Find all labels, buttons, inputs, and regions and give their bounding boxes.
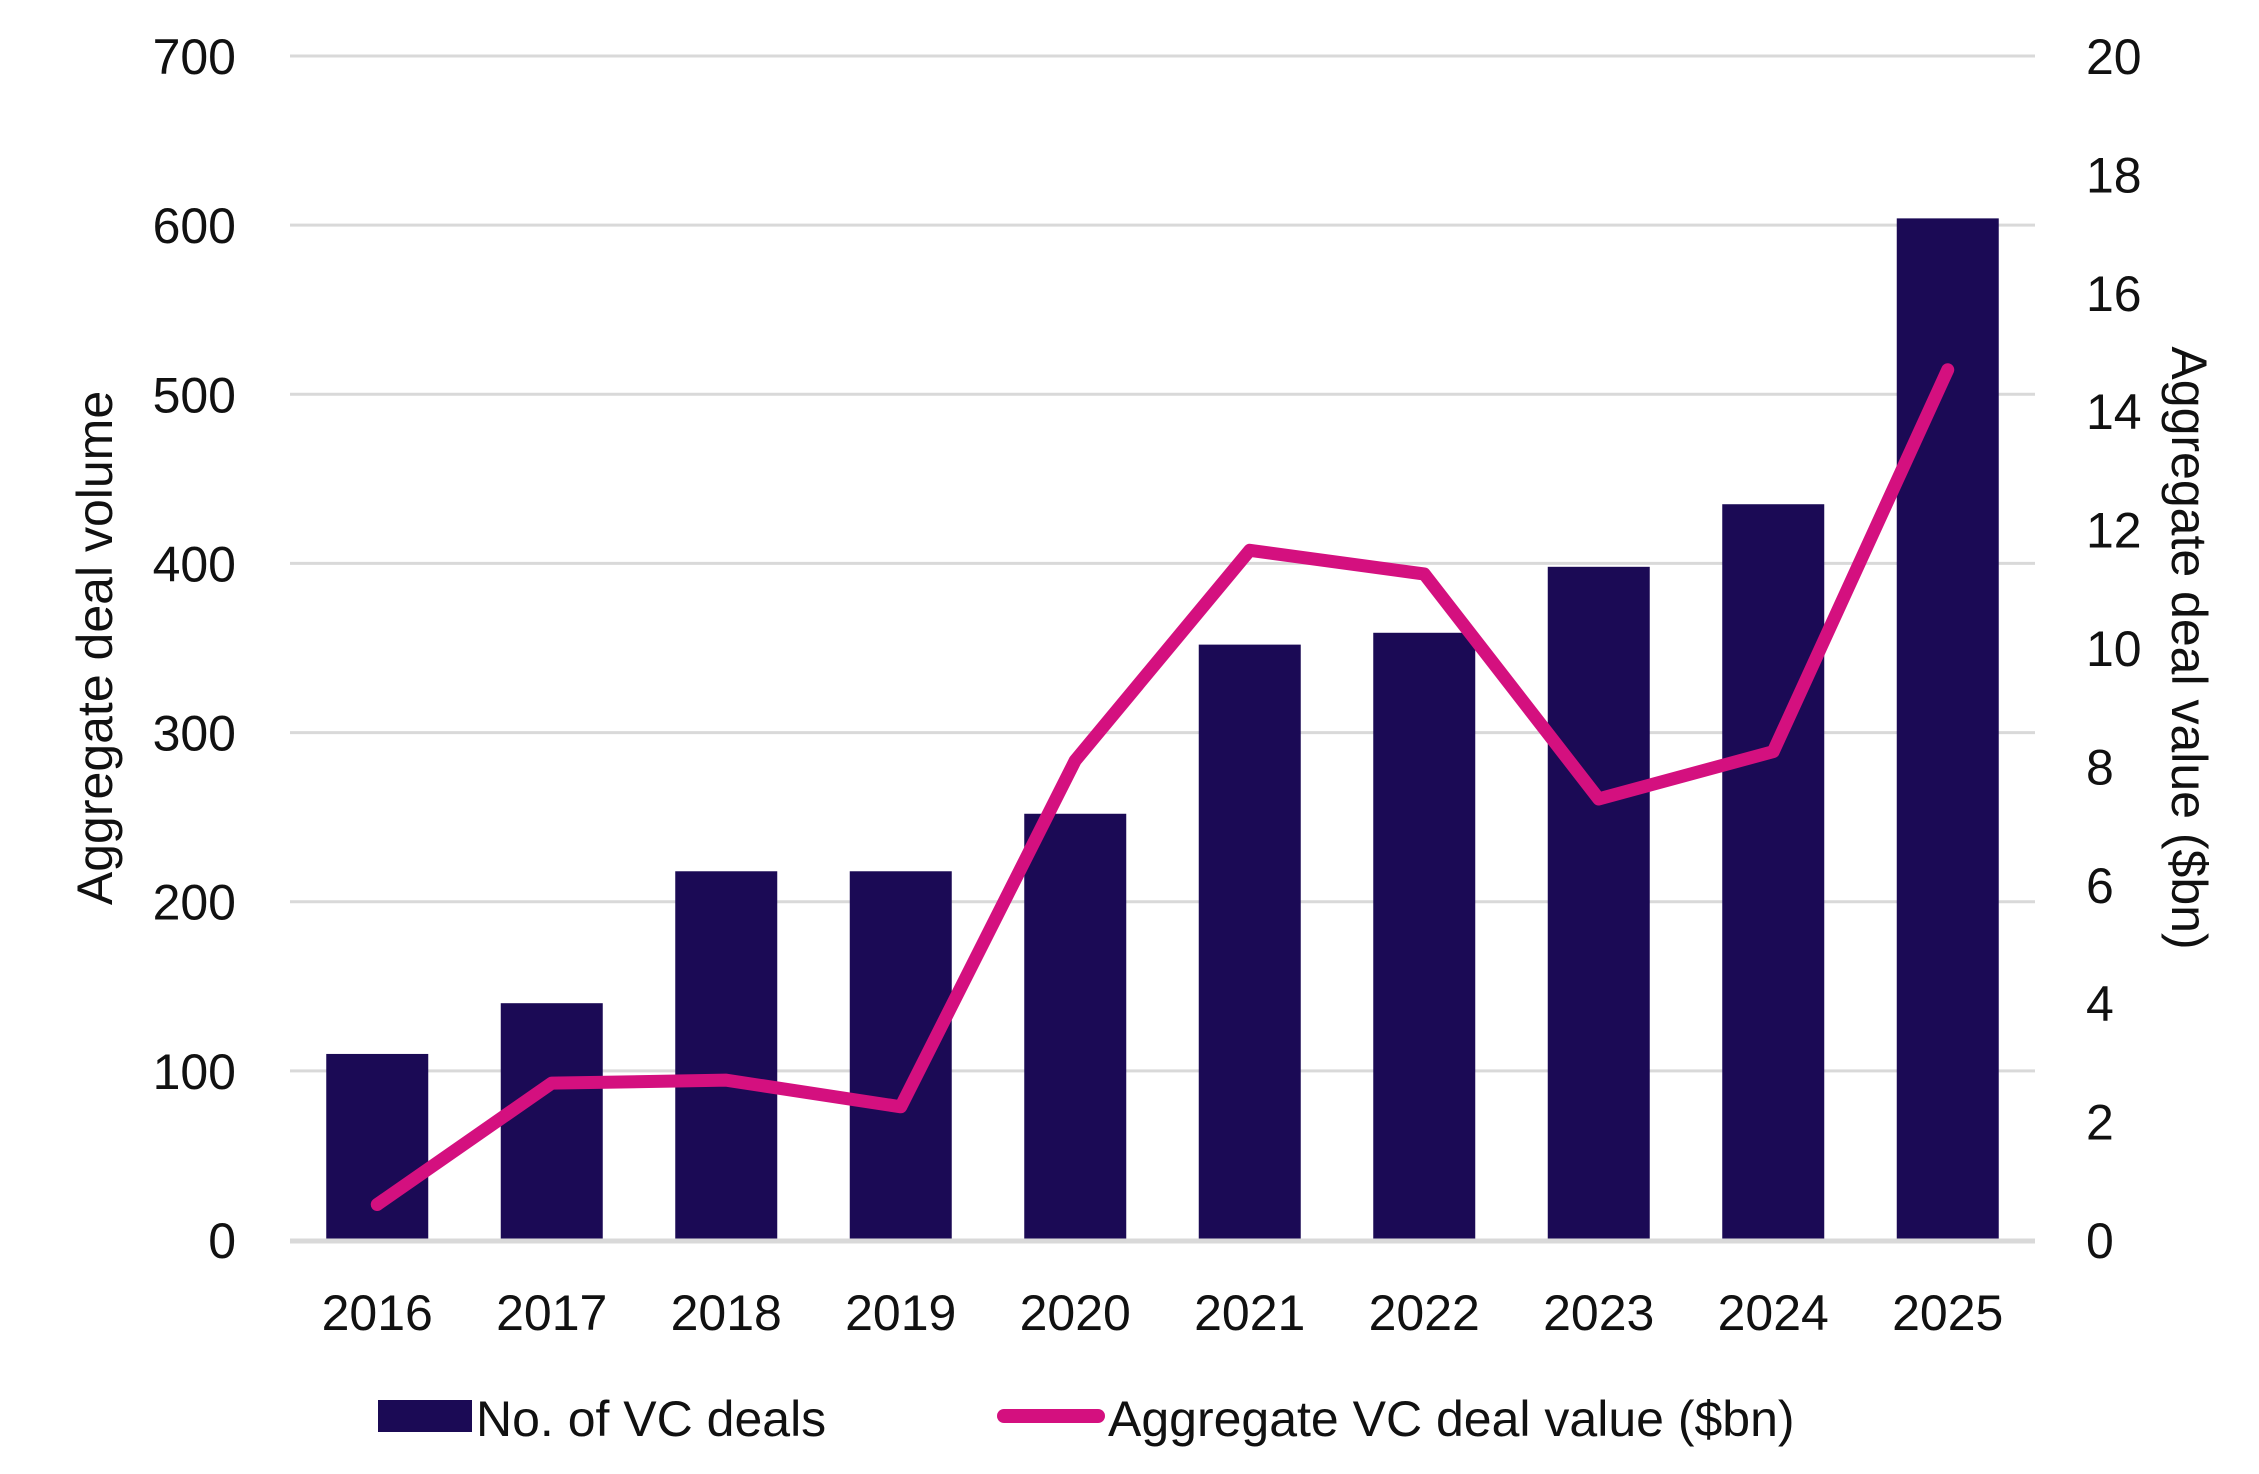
y-tick-label-right: 8 <box>2086 739 2114 795</box>
y-tick-label-right: 0 <box>2086 1213 2114 1269</box>
y-tick-label-right: 2 <box>2086 1095 2114 1151</box>
x-tick-label: 2018 <box>671 1285 782 1341</box>
line-point <box>1246 547 1253 554</box>
x-tick-label: 2016 <box>322 1285 433 1341</box>
y-tick-label-left: 400 <box>153 536 236 592</box>
legend: No. of VC deals Aggregate VC deal value … <box>378 1391 1795 1447</box>
y-axis-right-ticks: 0 2 4 6 8 10 12 14 16 18 20 <box>2086 29 2142 1269</box>
bar <box>849 871 952 1240</box>
line-point <box>1072 757 1079 764</box>
y-tick-label-right: 20 <box>2086 29 2142 85</box>
x-tick-label: 2025 <box>1892 1285 2003 1341</box>
line-series-deal-value <box>370 363 1955 1211</box>
y-axis-right-title: Aggregate deal value ($bn) <box>2161 346 2217 949</box>
y-tick-label-left: 0 <box>208 1213 236 1269</box>
line-point <box>548 1080 555 1087</box>
y-tick-label-right: 12 <box>2086 503 2142 559</box>
y-axis-left-ticks: 0 100 200 300 400 500 600 700 <box>153 29 236 1269</box>
x-tick-label: 2017 <box>496 1285 607 1341</box>
bar <box>1373 632 1476 1240</box>
line-series <box>370 363 1955 1211</box>
x-axis-ticks: 2016 2017 2018 2019 2020 2021 2022 2023 2024 2025 <box>322 1285 2004 1341</box>
bar <box>1024 813 1127 1240</box>
legend-bar-swatch <box>378 1400 472 1432</box>
y-tick-label-left: 300 <box>153 706 236 762</box>
y-tick-label-left: 200 <box>153 875 236 931</box>
bar <box>675 871 778 1240</box>
gridlines <box>290 54 2035 1073</box>
x-tick-label: 2021 <box>1194 1285 1305 1341</box>
y-tick-label-left: 500 <box>153 367 236 423</box>
legend-label-deal-value: Aggregate VC deal value ($bn) <box>1108 1391 1795 1447</box>
bar <box>1547 566 1650 1240</box>
y-tick-label-right: 6 <box>2086 858 2114 914</box>
y-tick-label-right: 10 <box>2086 621 2142 677</box>
y-tick-label-left: 100 <box>153 1044 236 1100</box>
x-tick-label: 2019 <box>845 1285 956 1341</box>
y-tick-label-right: 4 <box>2086 976 2114 1032</box>
bar <box>326 1053 429 1240</box>
bars <box>326 218 1999 1240</box>
y-tick-label-left: 700 <box>153 29 236 85</box>
x-tick-label: 2022 <box>1369 1285 1480 1341</box>
bar <box>1896 218 1999 1240</box>
y-tick-label-right: 18 <box>2086 147 2142 203</box>
bar <box>500 1003 603 1240</box>
line-point <box>1595 795 1602 802</box>
y-axis-left-title: Aggregate deal volume <box>67 391 123 905</box>
line-point <box>374 1201 381 1208</box>
x-tick-label: 2023 <box>1543 1285 1654 1341</box>
line-point <box>1770 748 1777 755</box>
line-point <box>897 1103 904 1110</box>
line-point <box>1944 366 1951 373</box>
x-tick-label: 2024 <box>1718 1285 1829 1341</box>
line-point <box>1421 571 1428 577</box>
legend-label-vc-deals: No. of VC deals <box>476 1391 826 1447</box>
bar <box>1722 504 1825 1240</box>
x-tick-label: 2020 <box>1020 1285 1131 1341</box>
y-tick-label-left: 600 <box>153 198 236 254</box>
bar <box>1198 644 1301 1240</box>
y-tick-label-right: 14 <box>2086 384 2142 440</box>
line-point <box>723 1077 730 1084</box>
y-tick-label-right: 16 <box>2086 266 2142 322</box>
